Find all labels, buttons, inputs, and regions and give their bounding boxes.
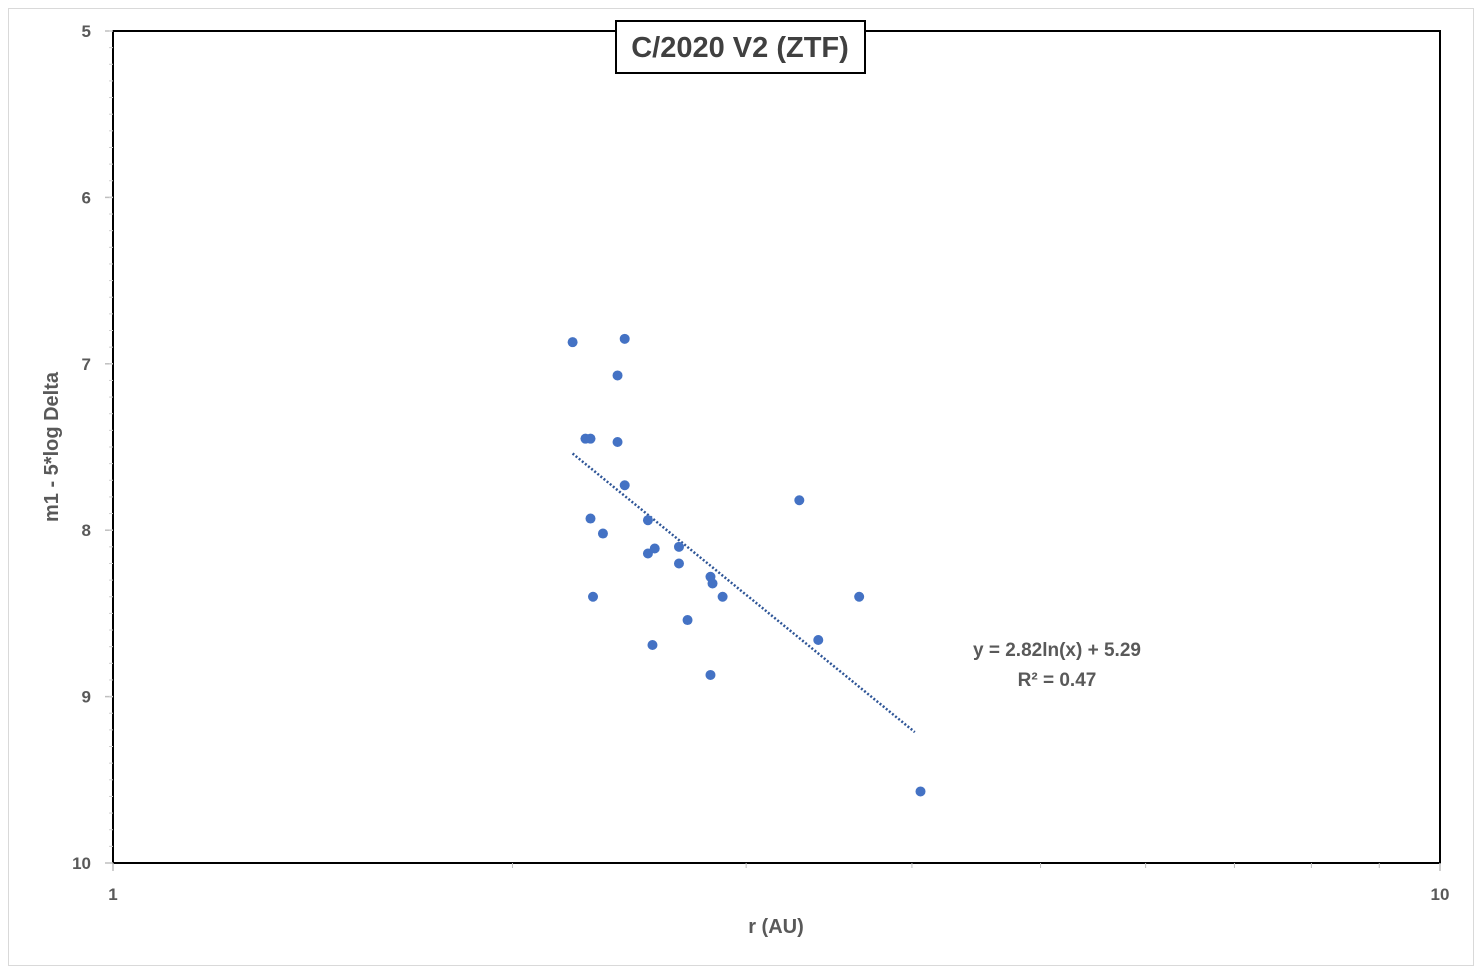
x-tick-label: 1 — [108, 885, 117, 904]
chart-title-box — [615, 20, 866, 74]
chart-title: C/2020 V2 (ZTF) — [631, 32, 849, 64]
data-point — [619, 480, 630, 491]
data-point — [705, 669, 716, 680]
y-tick-label: 5 — [82, 22, 91, 41]
data-point — [717, 591, 728, 602]
y-tick-label: 6 — [82, 188, 91, 207]
y-tick-label: 8 — [82, 521, 91, 540]
trendline — [571, 452, 916, 734]
data-point — [813, 635, 824, 646]
trendline-r-squared: R² = 0.47 — [1018, 670, 1097, 691]
plot-area-border — [112, 30, 1441, 864]
y-tick-label: 10 — [72, 854, 91, 873]
data-point — [707, 578, 718, 589]
data-points — [567, 333, 926, 797]
data-point — [854, 591, 865, 602]
data-point — [649, 543, 660, 554]
axis-ticks — [105, 30, 1441, 871]
data-point — [612, 437, 623, 448]
x-axis-title: r (AU) — [748, 916, 804, 938]
data-point — [682, 615, 693, 626]
data-point — [915, 786, 926, 797]
data-point — [567, 337, 578, 348]
data-point — [673, 541, 684, 552]
trendline-group — [571, 452, 916, 734]
y-tick-labels: 5 6 7 8 9 10 — [72, 22, 91, 873]
chart-frame — [8, 8, 1474, 966]
trendline-equation: y = 2.82ln(x) + 5.29 — [973, 640, 1141, 661]
y-axis-title: m1 - 5*log Delta — [41, 371, 63, 522]
x-tick-label: 10 — [1431, 885, 1450, 904]
data-point — [794, 495, 805, 506]
data-point — [597, 528, 608, 539]
y-tick-label: 9 — [82, 688, 91, 707]
y-tick-label: 7 — [82, 355, 91, 374]
x-tick-labels: 1 10 — [108, 885, 1449, 904]
data-point — [588, 591, 599, 602]
data-point — [673, 558, 684, 569]
data-point — [642, 515, 653, 526]
data-point — [585, 433, 596, 444]
data-point — [585, 513, 596, 524]
data-point — [647, 640, 658, 651]
data-point — [619, 333, 630, 344]
data-point — [612, 370, 623, 381]
